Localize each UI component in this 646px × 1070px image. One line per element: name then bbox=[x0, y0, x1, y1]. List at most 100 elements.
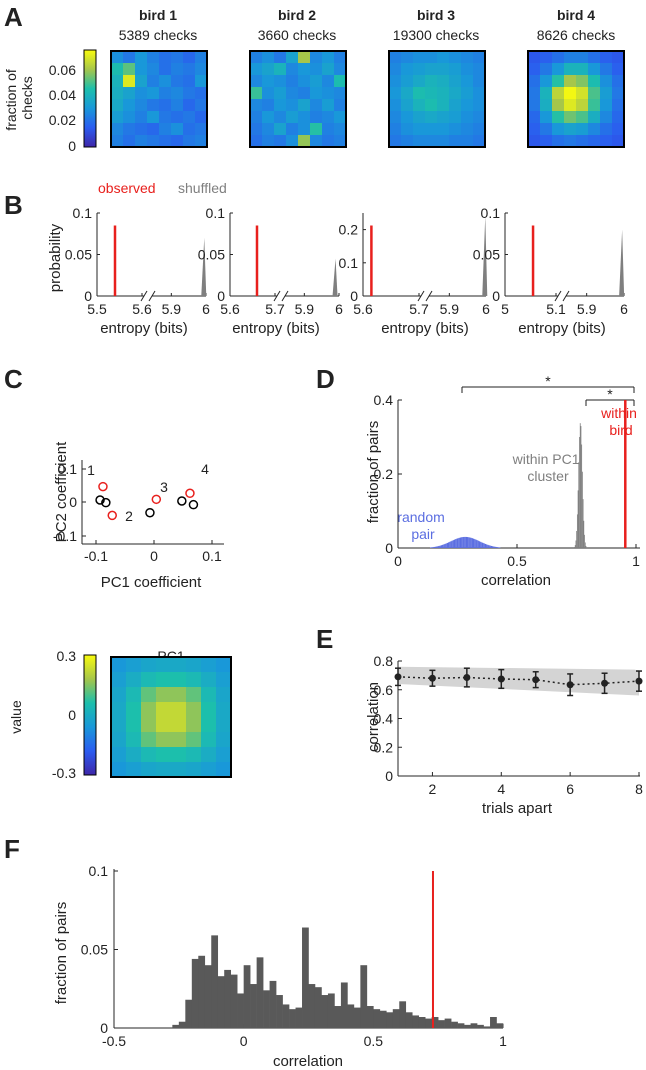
a-colorbar-tick: 0.02 bbox=[49, 112, 76, 128]
d-random-bar bbox=[464, 536, 466, 548]
a-heatmap-cell bbox=[262, 135, 275, 148]
b-ytick-label: 0.1 bbox=[339, 255, 359, 271]
a-heatmap-cell bbox=[159, 51, 172, 64]
a-heatmap-cell bbox=[528, 99, 541, 112]
c-pc1-cell bbox=[141, 717, 157, 733]
d-within-pc1-bar bbox=[576, 530, 578, 548]
f-xtick-label: -0.5 bbox=[102, 1033, 126, 1049]
a-bird-subtitle: 19300 checks bbox=[393, 27, 479, 43]
d-within-pc1-bar bbox=[580, 426, 582, 548]
b-xtick-label: 5.9 bbox=[162, 301, 182, 317]
a-heatmap-cell bbox=[528, 111, 541, 124]
c-pc1-cell bbox=[141, 747, 157, 763]
f-histogram-bar bbox=[470, 1023, 478, 1028]
a-heatmap-cell bbox=[171, 111, 184, 124]
a-heatmap-cell bbox=[588, 135, 601, 148]
a-heatmap-cell bbox=[135, 135, 148, 148]
a-heatmap-cell bbox=[600, 87, 613, 100]
c-point-observed bbox=[151, 494, 162, 505]
a-heatmap-cell bbox=[322, 123, 335, 136]
a-heatmap-cell bbox=[123, 135, 136, 148]
d-within-pc1-line2: cluster bbox=[527, 468, 569, 484]
c-pc1-cell bbox=[201, 657, 217, 673]
a-heatmap-cell bbox=[588, 123, 601, 136]
c-pc1-cell bbox=[201, 687, 217, 703]
f-histogram-bar bbox=[172, 1024, 180, 1028]
a-heatmap-cell bbox=[274, 87, 287, 100]
c-pc1-cell bbox=[201, 672, 217, 688]
a-heatmap-cell bbox=[564, 123, 577, 136]
d-random-bar bbox=[446, 542, 448, 548]
a-heatmap-cell bbox=[600, 63, 613, 76]
a-heatmap-cell bbox=[298, 87, 311, 100]
a-heatmap-cell bbox=[600, 111, 613, 124]
f-histogram-bar bbox=[295, 1007, 303, 1028]
e-trend-line bbox=[397, 676, 640, 686]
d-random-bar bbox=[450, 541, 452, 548]
a-heatmap-cell bbox=[528, 75, 541, 88]
c-point-label: 3 bbox=[160, 479, 168, 495]
d-random-bar bbox=[432, 547, 434, 548]
a-heatmap-cell bbox=[195, 75, 208, 88]
c-pc1-cell bbox=[156, 717, 172, 733]
a-heatmap-cell bbox=[159, 87, 172, 100]
b-ytick-label: 0 bbox=[350, 288, 358, 304]
a-heatmap-cell bbox=[250, 87, 263, 100]
a-heatmap-cell bbox=[552, 111, 565, 124]
a-heatmap-cell bbox=[425, 99, 438, 112]
c-point-observed bbox=[98, 481, 108, 492]
a-heatmap-cell bbox=[576, 75, 589, 88]
a-heatmap-cell bbox=[576, 51, 589, 64]
d-random-bar bbox=[480, 541, 482, 548]
a-heatmap-cell bbox=[449, 111, 462, 124]
panel-e: correlation trials apart 0.8 0.6 0.4 0.2 0 2 4… bbox=[365, 653, 643, 817]
b-xtick-label: 6 bbox=[620, 301, 628, 317]
d-within-pc1-bar bbox=[582, 499, 584, 548]
d-random-bar bbox=[439, 545, 441, 548]
f-histogram-bar bbox=[230, 974, 238, 1028]
f-ytick-label: 0.1 bbox=[89, 863, 109, 879]
a-heatmap-cell bbox=[322, 51, 335, 64]
f-xtick-label: 0 bbox=[240, 1033, 248, 1049]
a-heatmap-cell bbox=[183, 51, 196, 64]
a-heatmap-cell bbox=[310, 111, 323, 124]
f-histogram-bar bbox=[386, 1012, 394, 1028]
a-heatmap-cell bbox=[274, 63, 287, 76]
f-histogram-bar bbox=[457, 1023, 465, 1028]
f-histogram-bar bbox=[483, 1026, 491, 1028]
d-within-pc1-bar bbox=[579, 436, 580, 548]
d-random-bar bbox=[496, 547, 498, 548]
a-heatmap-frame bbox=[110, 50, 208, 148]
a-heatmap-cell bbox=[123, 51, 136, 64]
a-heatmap-cell bbox=[159, 111, 172, 124]
a-heatmap-cell bbox=[183, 63, 196, 76]
a-heatmap-cell bbox=[310, 99, 323, 112]
d-random-bar bbox=[433, 546, 435, 548]
f-histogram-bar bbox=[314, 987, 322, 1028]
a-heatmap-cell bbox=[195, 135, 208, 148]
a-heatmap-cell bbox=[449, 135, 462, 148]
b-axis-break bbox=[281, 290, 289, 302]
a-heatmap-cell bbox=[552, 87, 565, 100]
a-heatmap-cell bbox=[334, 111, 347, 124]
a-heatmap-cell bbox=[564, 87, 577, 100]
a-heatmap-cell bbox=[449, 51, 462, 64]
a-heatmap-cell bbox=[195, 63, 208, 76]
a-heatmap-cell bbox=[310, 51, 323, 64]
b-ytick-label: 0.1 bbox=[206, 205, 226, 221]
a-heatmap-cell bbox=[461, 63, 474, 76]
d-random-bar bbox=[456, 538, 458, 548]
c-pc1-cell bbox=[126, 732, 142, 748]
a-heatmap-cell bbox=[461, 123, 474, 136]
c-pc1-cell bbox=[111, 687, 127, 703]
a-heatmap-cell bbox=[250, 99, 263, 112]
f-histogram-bar bbox=[237, 993, 244, 1028]
a-heatmap-cell bbox=[286, 75, 299, 88]
d-random-bar bbox=[436, 546, 438, 548]
a-heatmap-cell bbox=[274, 111, 287, 124]
a-heatmap-cell bbox=[540, 123, 553, 136]
a-heatmap-cell bbox=[612, 87, 625, 100]
d-ytick-label: 0.2 bbox=[374, 466, 394, 482]
d-random-bar bbox=[442, 544, 444, 548]
b-xtick-label: 5.5 bbox=[87, 301, 107, 317]
